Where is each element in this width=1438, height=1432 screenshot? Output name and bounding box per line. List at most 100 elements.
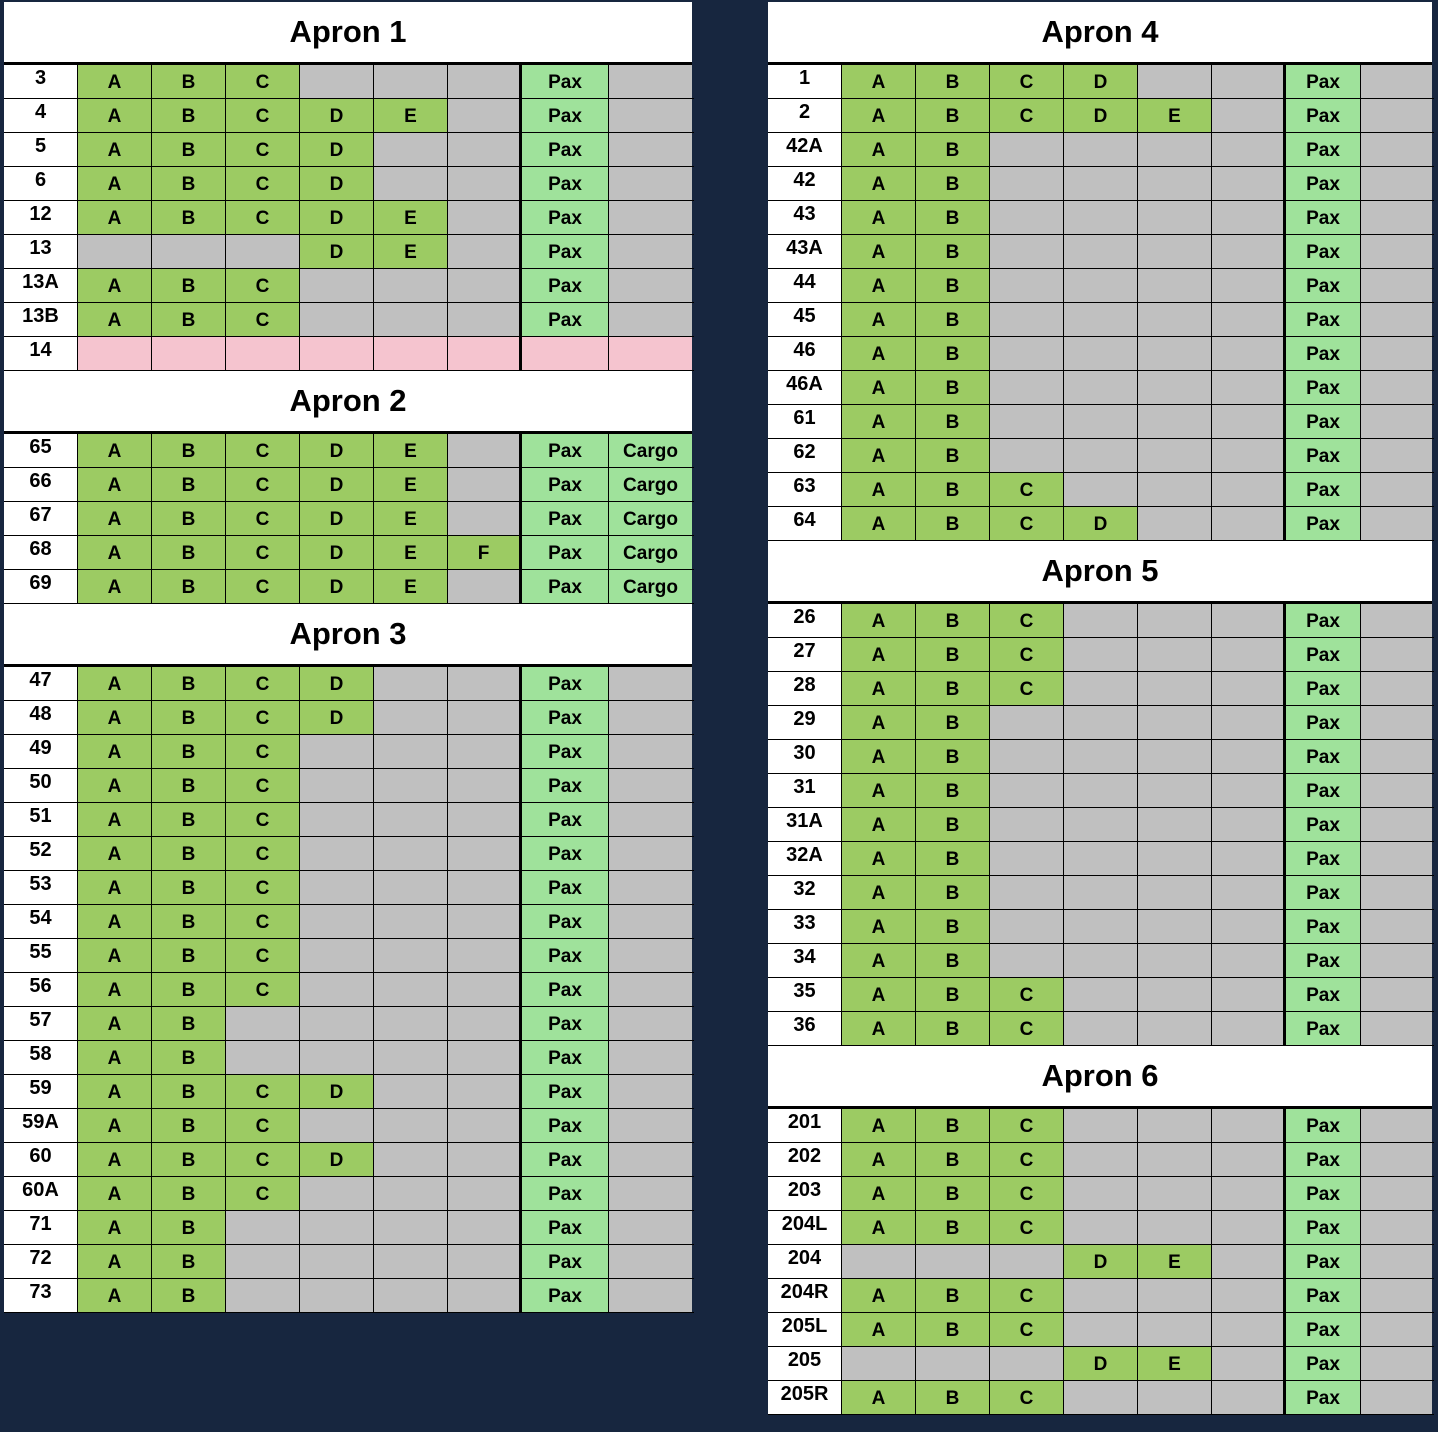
aircraft-size-cell <box>1064 269 1138 302</box>
aircraft-size-cell <box>1212 235 1286 268</box>
aircraft-size-cell <box>448 1177 522 1210</box>
aircraft-size-cell <box>448 337 522 370</box>
aircraft-size-cell <box>226 1007 300 1040</box>
aircraft-size-cell <box>300 735 374 768</box>
pax-cell: Pax <box>1286 167 1361 200</box>
cargo-cell <box>1361 842 1432 875</box>
stand-number: 13A <box>4 269 78 302</box>
aircraft-size-cell: E <box>374 201 448 234</box>
aircraft-size-cell: A <box>842 303 916 336</box>
stand-row: 42 A B Pax <box>768 167 1434 201</box>
aircraft-size-cell <box>300 1177 374 1210</box>
aircraft-size-cell <box>1212 99 1286 132</box>
stand-row: 65 A B C D E Pax Cargo <box>4 434 694 468</box>
aircraft-size-cell: A <box>842 337 916 370</box>
stand-row: 59 A B C D Pax <box>4 1075 694 1109</box>
aircraft-size-cell <box>1064 842 1138 875</box>
pax-cell: Pax <box>1286 638 1361 671</box>
aircraft-size-cell <box>1212 638 1286 671</box>
stand-row: 42A A B Pax <box>768 133 1434 167</box>
aircraft-size-cell <box>1064 201 1138 234</box>
aircraft-size-cell: B <box>152 667 226 700</box>
aircraft-size-cell <box>1064 133 1138 166</box>
aircraft-size-cell: B <box>916 842 990 875</box>
aircraft-size-cell <box>374 133 448 166</box>
aircraft-size-cell: C <box>226 167 300 200</box>
stand-number: 73 <box>4 1279 78 1312</box>
aircraft-size-cell: A <box>842 638 916 671</box>
stand-number: 67 <box>4 502 78 535</box>
aircraft-size-cell: B <box>152 1279 226 1312</box>
aircraft-size-cell: D <box>1064 1347 1138 1380</box>
aircraft-size-cell <box>990 944 1064 977</box>
aircraft-size-cell <box>1212 1313 1286 1346</box>
aircraft-size-cell: B <box>152 837 226 870</box>
aircraft-size-cell <box>152 337 226 370</box>
aircraft-size-cell: C <box>226 502 300 535</box>
stand-row: 203 A B C Pax <box>768 1177 1434 1211</box>
aircraft-size-cell <box>1138 201 1212 234</box>
aircraft-size-cell <box>1212 1279 1286 1312</box>
aircraft-size-cell: B <box>916 1381 990 1414</box>
cargo-cell <box>609 99 692 132</box>
stand-number: 33 <box>768 910 842 943</box>
apron-title: Apron 6 <box>768 1046 1432 1109</box>
aircraft-size-cell <box>300 973 374 1006</box>
cargo-cell: Cargo <box>609 570 692 603</box>
aircraft-size-cell <box>374 837 448 870</box>
aircraft-size-cell <box>374 1109 448 1142</box>
stand-number: 72 <box>4 1245 78 1278</box>
aircraft-size-cell <box>448 133 522 166</box>
cargo-cell <box>1361 1347 1432 1380</box>
aircraft-size-cell: C <box>226 905 300 938</box>
cargo-cell: Cargo <box>609 536 692 569</box>
pax-cell: Pax <box>1286 133 1361 166</box>
pax-cell: Pax <box>522 1211 609 1244</box>
stand-number: 62 <box>768 439 842 472</box>
stand-row: 60 A B C D Pax <box>4 1143 694 1177</box>
aircraft-size-cell <box>374 167 448 200</box>
aircraft-size-cell <box>300 871 374 904</box>
aircraft-size-cell <box>374 803 448 836</box>
aircraft-size-cell <box>300 939 374 972</box>
cargo-cell <box>609 667 692 700</box>
stand-row: 66 A B C D E Pax Cargo <box>4 468 694 502</box>
aircraft-size-cell <box>374 939 448 972</box>
aircraft-size-cell: C <box>990 672 1064 705</box>
aircraft-size-cell <box>1212 1347 1286 1380</box>
stand-row: 58 A B Pax <box>4 1041 694 1075</box>
aircraft-size-cell: B <box>916 910 990 943</box>
aircraft-size-cell: A <box>842 65 916 98</box>
stand-row: 69 A B C D E Pax Cargo <box>4 570 694 604</box>
stand-number: 5 <box>4 133 78 166</box>
stand-row: 49 A B C Pax <box>4 735 694 769</box>
stand-row: 205 D E Pax <box>768 1347 1434 1381</box>
stand-row: 32A A B Pax <box>768 842 1434 876</box>
aircraft-size-cell <box>1138 706 1212 739</box>
stand-row: 29 A B Pax <box>768 706 1434 740</box>
aircraft-size-cell <box>226 235 300 268</box>
aircraft-size-cell <box>1064 405 1138 438</box>
stand-row: 35 A B C Pax <box>768 978 1434 1012</box>
aircraft-size-cell <box>374 1177 448 1210</box>
pax-cell: Pax <box>522 468 609 501</box>
aircraft-size-cell: A <box>78 1211 152 1244</box>
aircraft-size-cell <box>374 1245 448 1278</box>
aircraft-size-cell <box>1138 638 1212 671</box>
apron-section: Apron 6 201 A B C Pax 202 A B C Pax 203 A B C Pax 204L A B… <box>768 1046 1434 1415</box>
aircraft-size-cell <box>1064 1109 1138 1142</box>
cargo-cell <box>1361 303 1432 336</box>
stand-number: 35 <box>768 978 842 1011</box>
aircraft-size-cell <box>448 871 522 904</box>
aircraft-size-cell <box>448 269 522 302</box>
pax-cell: Pax <box>1286 337 1361 370</box>
aircraft-size-cell: C <box>226 468 300 501</box>
aircraft-size-cell: C <box>226 769 300 802</box>
cargo-cell <box>609 337 692 370</box>
pax-cell: Pax <box>522 1007 609 1040</box>
aircraft-size-cell <box>1212 507 1286 540</box>
pax-cell: Pax <box>1286 706 1361 739</box>
aircraft-size-cell: C <box>990 1012 1064 1045</box>
aircraft-size-cell: E <box>374 570 448 603</box>
aircraft-size-cell <box>1064 910 1138 943</box>
